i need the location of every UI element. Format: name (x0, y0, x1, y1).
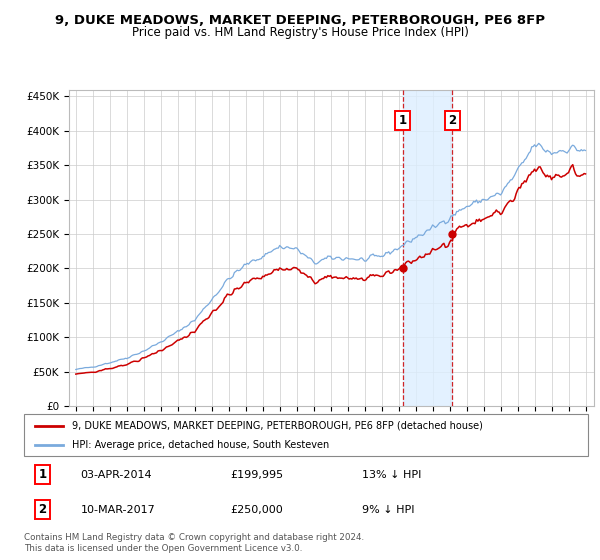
Text: 9% ↓ HPI: 9% ↓ HPI (362, 505, 415, 515)
Text: £199,995: £199,995 (230, 470, 283, 479)
Text: 1: 1 (399, 114, 407, 127)
Text: 9, DUKE MEADOWS, MARKET DEEPING, PETERBOROUGH, PE6 8FP: 9, DUKE MEADOWS, MARKET DEEPING, PETERBO… (55, 14, 545, 27)
Text: £250,000: £250,000 (230, 505, 283, 515)
Text: 03-APR-2014: 03-APR-2014 (80, 470, 152, 479)
Text: Contains HM Land Registry data © Crown copyright and database right 2024.
This d: Contains HM Land Registry data © Crown c… (24, 533, 364, 553)
Text: HPI: Average price, detached house, South Kesteven: HPI: Average price, detached house, Sout… (72, 440, 329, 450)
Text: 1: 1 (38, 468, 47, 481)
Text: Price paid vs. HM Land Registry's House Price Index (HPI): Price paid vs. HM Land Registry's House … (131, 26, 469, 39)
Text: 10-MAR-2017: 10-MAR-2017 (80, 505, 155, 515)
Text: 2: 2 (38, 503, 47, 516)
Text: 9, DUKE MEADOWS, MARKET DEEPING, PETERBOROUGH, PE6 8FP (detached house): 9, DUKE MEADOWS, MARKET DEEPING, PETERBO… (72, 421, 483, 431)
Text: 13% ↓ HPI: 13% ↓ HPI (362, 470, 422, 479)
Bar (403, 90, 452, 406)
Text: 2: 2 (448, 114, 457, 127)
